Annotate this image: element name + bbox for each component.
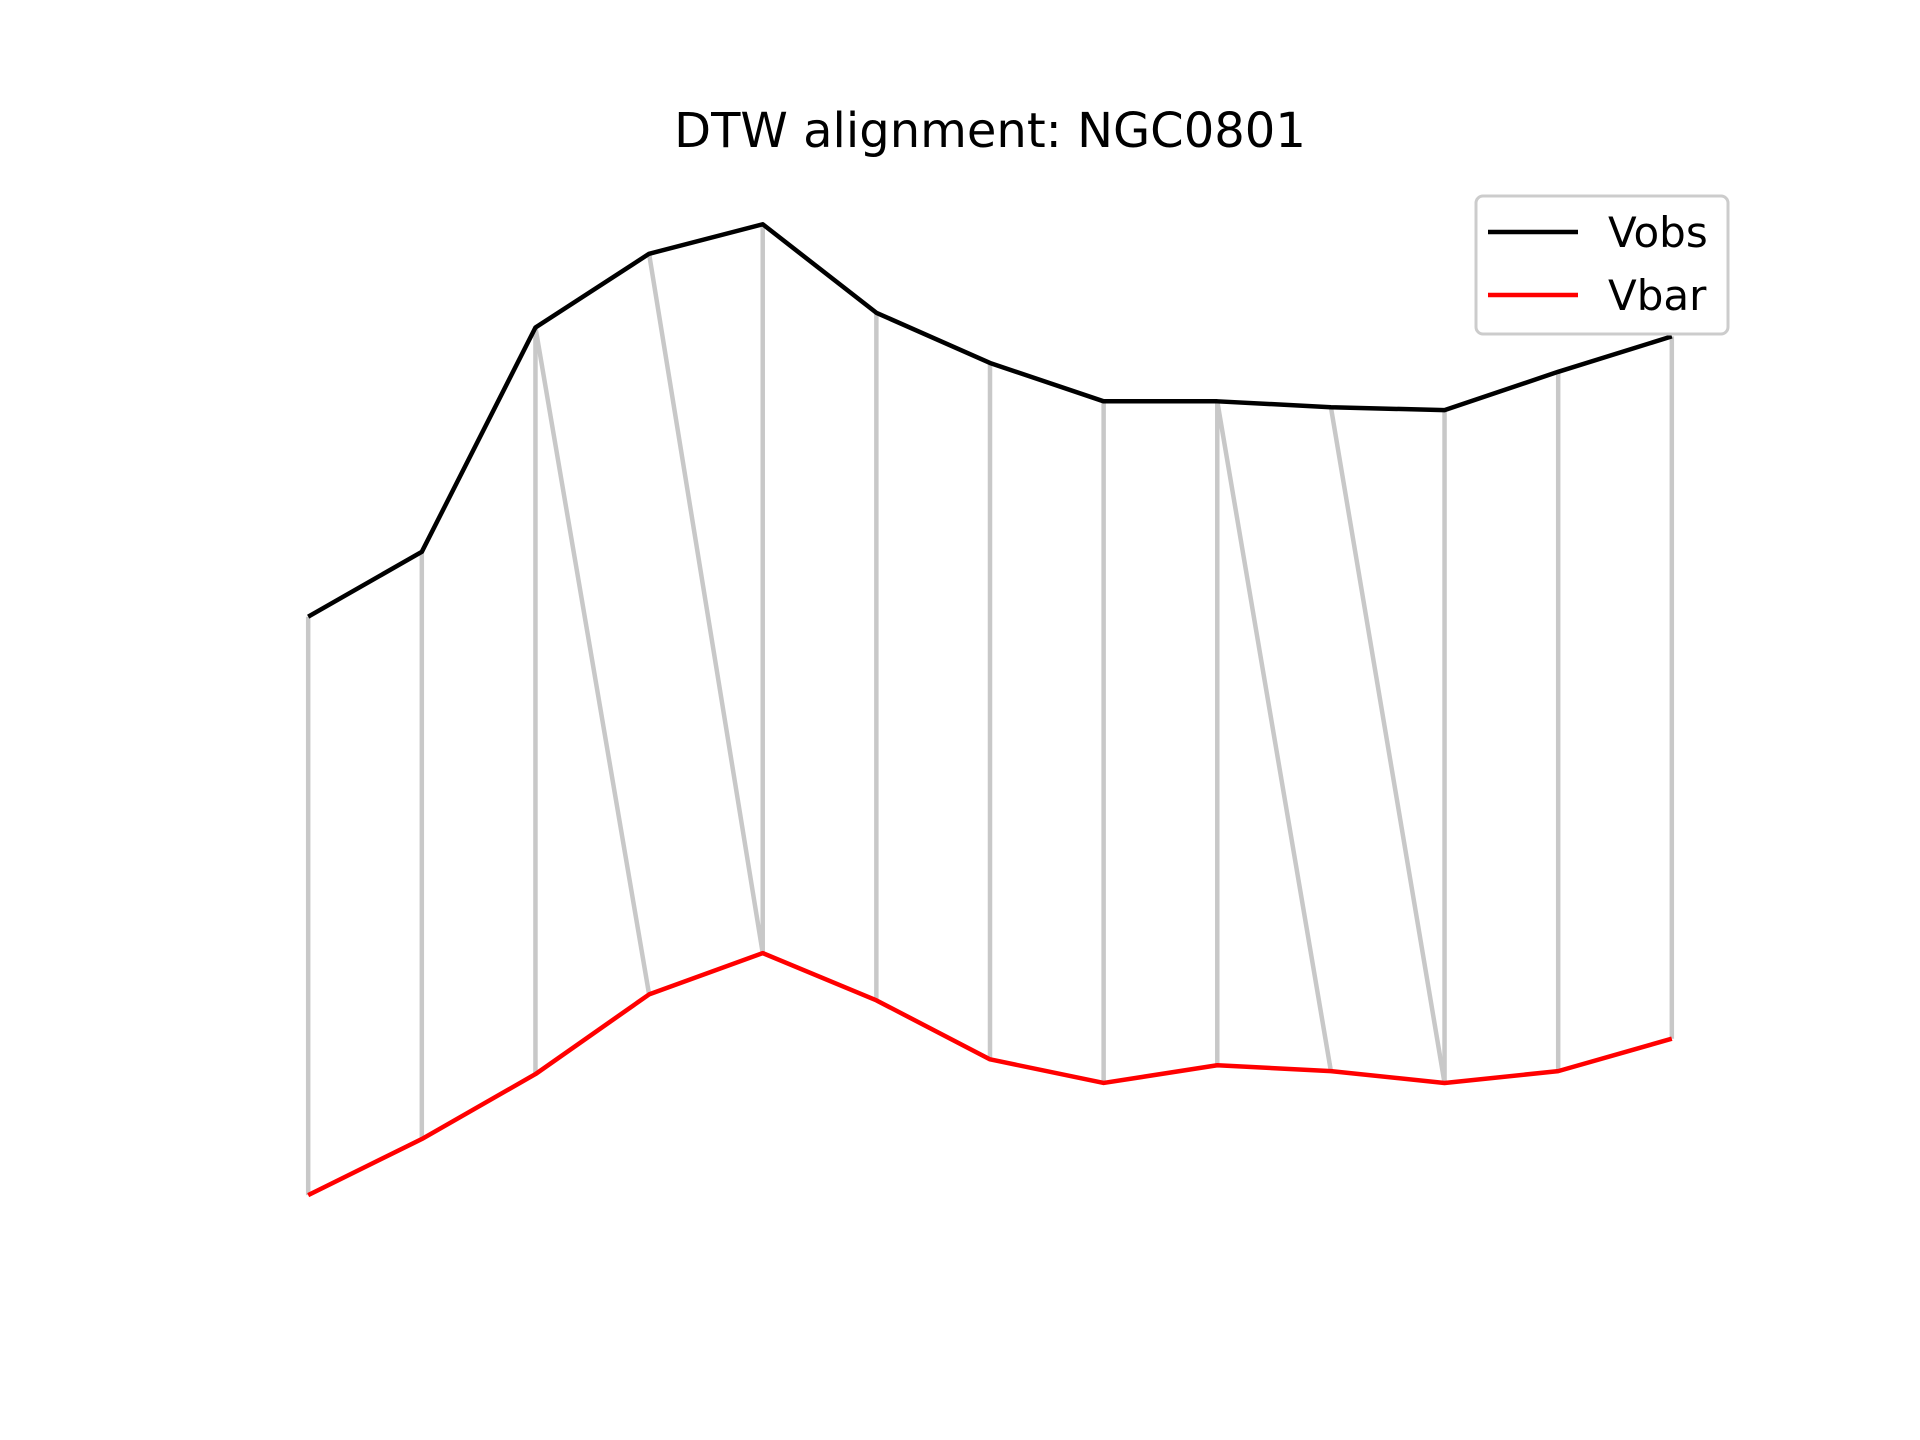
legend: Vobs Vbar [1474, 194, 1730, 336]
series-line-vbar [307, 950, 1673, 1198]
alignment-line-10 [1215, 400, 1334, 1072]
legend-label-vobs: Vobs [1608, 208, 1708, 257]
series-line-vobs [307, 222, 1673, 619]
alignment-line-3 [533, 327, 652, 995]
chart-title: DTW alignment: NGC0801 [674, 103, 1306, 159]
legend-label-vbar: Vbar [1608, 271, 1707, 320]
alignment-lines [305, 224, 1675, 1196]
alignment-line-4 [646, 253, 765, 954]
alignment-line-11 [1328, 406, 1447, 1084]
series-lines [307, 222, 1673, 1198]
